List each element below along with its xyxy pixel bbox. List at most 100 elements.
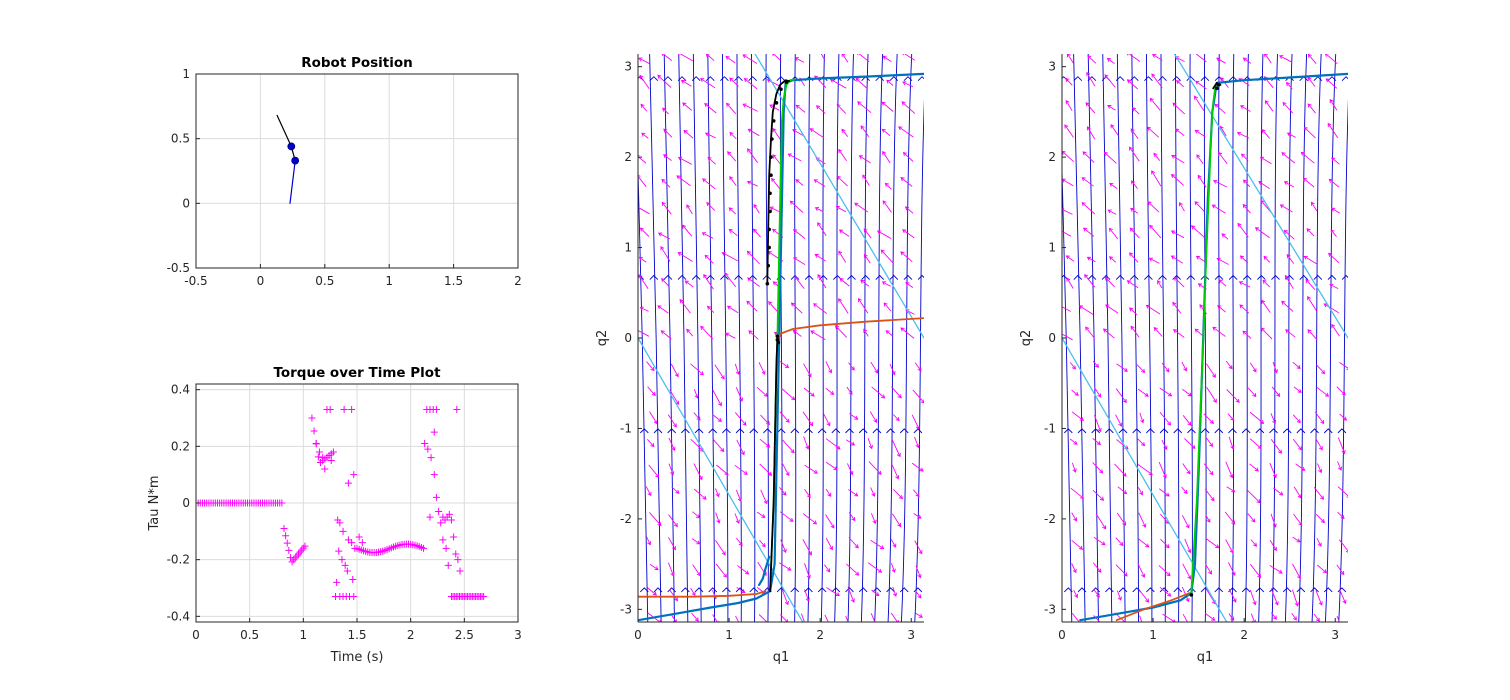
quiver-arrow bbox=[1337, 511, 1345, 520]
quiver-arrow bbox=[1307, 54, 1317, 64]
quiver-arrow bbox=[1247, 513, 1256, 523]
quiver-arrow bbox=[668, 514, 678, 528]
quiver-arrow bbox=[1302, 177, 1315, 188]
quiver-arrow bbox=[1081, 202, 1096, 215]
flow-line bbox=[1271, 54, 1278, 622]
flow-arrowhead bbox=[776, 76, 786, 82]
quiver-arrow bbox=[1116, 512, 1127, 526]
quiver-arrow bbox=[1281, 152, 1296, 164]
torque-point bbox=[424, 445, 432, 453]
torque-point bbox=[278, 499, 286, 507]
quiver-arrow bbox=[1170, 173, 1185, 186]
quiver-arrow bbox=[728, 228, 738, 237]
quiver-arrow bbox=[701, 232, 714, 239]
flow-line bbox=[900, 54, 913, 622]
robot-position-axes: -0.5 0 0.5 1 1.5 2 -0.5 0 0.5 1 Robot Position bbox=[167, 55, 522, 288]
flow-arrowhead bbox=[831, 428, 841, 434]
flow-arrowhead bbox=[1241, 587, 1251, 593]
quiver-arrow bbox=[882, 150, 891, 164]
quiver-arrow bbox=[646, 536, 652, 546]
quiver-arrow bbox=[1062, 230, 1072, 237]
quiver-arrow bbox=[660, 246, 671, 262]
quiver-arrow bbox=[638, 328, 650, 337]
quiver-arrow bbox=[1305, 278, 1316, 290]
quiver-arrow bbox=[734, 513, 740, 525]
flow-line bbox=[1131, 54, 1139, 622]
quiver-arrow bbox=[1247, 387, 1257, 398]
flow-line bbox=[1231, 54, 1235, 622]
quiver-arrow bbox=[1194, 328, 1204, 337]
quiver-arrow bbox=[638, 174, 647, 188]
quiver-arrow bbox=[779, 511, 794, 522]
torque-point bbox=[350, 593, 358, 600]
flow-arrowhead bbox=[1146, 587, 1155, 593]
quiver-arrow bbox=[726, 305, 739, 314]
x-tick-label: 2.5 bbox=[455, 628, 474, 642]
flow-arrowhead bbox=[913, 587, 923, 593]
quiver-arrow bbox=[848, 537, 859, 549]
quiver-arrow bbox=[794, 57, 805, 63]
x-tick-label: 0 bbox=[1058, 628, 1066, 642]
quiver-arrow bbox=[737, 565, 750, 575]
flow-arrowhead bbox=[1159, 428, 1169, 434]
trajectory-dot bbox=[784, 80, 789, 84]
quiver-arrow bbox=[1159, 586, 1172, 597]
quiver-arrow bbox=[640, 103, 648, 112]
flow-arrowhead bbox=[639, 587, 649, 593]
torque-point bbox=[452, 550, 460, 558]
quiver-arrow bbox=[1086, 71, 1096, 87]
quiver-arrow bbox=[1292, 361, 1301, 369]
flow-arrowhead bbox=[804, 428, 813, 434]
flow-arrowhead bbox=[720, 76, 729, 82]
flow-line bbox=[1218, 54, 1221, 622]
quiver-arrow bbox=[690, 363, 704, 376]
trajectory-dot bbox=[767, 227, 771, 232]
quiver-arrow bbox=[1239, 255, 1249, 264]
quiver-arrow bbox=[857, 54, 870, 63]
quiver-arrow bbox=[845, 615, 849, 622]
quiver-arrow bbox=[1073, 589, 1079, 599]
quiver-arrow bbox=[1247, 490, 1261, 504]
quiver-arrow bbox=[670, 363, 679, 378]
quiver-arrow bbox=[1249, 463, 1259, 472]
quiver-arrow bbox=[826, 587, 840, 597]
flow-arrowhead bbox=[1296, 587, 1306, 593]
quiver-arrow bbox=[638, 274, 649, 289]
plot-area bbox=[276, 114, 300, 204]
quiver-arrow bbox=[649, 563, 659, 571]
quiver-arrow bbox=[1071, 389, 1079, 396]
quiver-arrow bbox=[638, 57, 650, 65]
x-tick-label: 2 bbox=[407, 628, 415, 642]
quiver-arrow bbox=[661, 278, 670, 287]
quiver-arrow bbox=[1085, 326, 1096, 339]
torque-point bbox=[344, 536, 352, 544]
y-tick-label: 1 bbox=[624, 241, 632, 255]
flow-arrowhead bbox=[1062, 274, 1069, 280]
quiver-arrow bbox=[1249, 438, 1262, 449]
quiver-arrow bbox=[813, 179, 826, 187]
torque-point bbox=[430, 471, 438, 479]
y-tick-label: -0.5 bbox=[167, 261, 190, 275]
quiver-arrow bbox=[863, 328, 869, 337]
quiver-arrow bbox=[1325, 54, 1338, 65]
flow-arrowhead bbox=[1310, 587, 1319, 593]
quiver-arrow bbox=[639, 306, 649, 312]
quiver-arrow bbox=[1193, 54, 1207, 63]
quiver-arrow bbox=[1315, 438, 1323, 451]
quiver-arrow bbox=[663, 128, 673, 138]
quiver-arrow bbox=[1205, 564, 1212, 575]
trajectory-dot bbox=[1216, 82, 1221, 87]
quiver-arrow bbox=[1221, 233, 1229, 240]
torque-point bbox=[336, 519, 344, 527]
quiver-arrow bbox=[860, 125, 870, 137]
quiver-arrow bbox=[647, 386, 656, 397]
quiver-arrow bbox=[712, 614, 720, 622]
plot-area bbox=[638, 54, 924, 622]
torque-point bbox=[439, 536, 447, 544]
quiver-arrow bbox=[1291, 613, 1297, 621]
plot-background bbox=[196, 74, 518, 268]
quiver-arrow bbox=[1129, 307, 1138, 316]
quiver-arrow bbox=[1336, 564, 1345, 576]
quiver-arrow bbox=[1162, 613, 1176, 622]
quiver-arrow bbox=[746, 250, 760, 265]
